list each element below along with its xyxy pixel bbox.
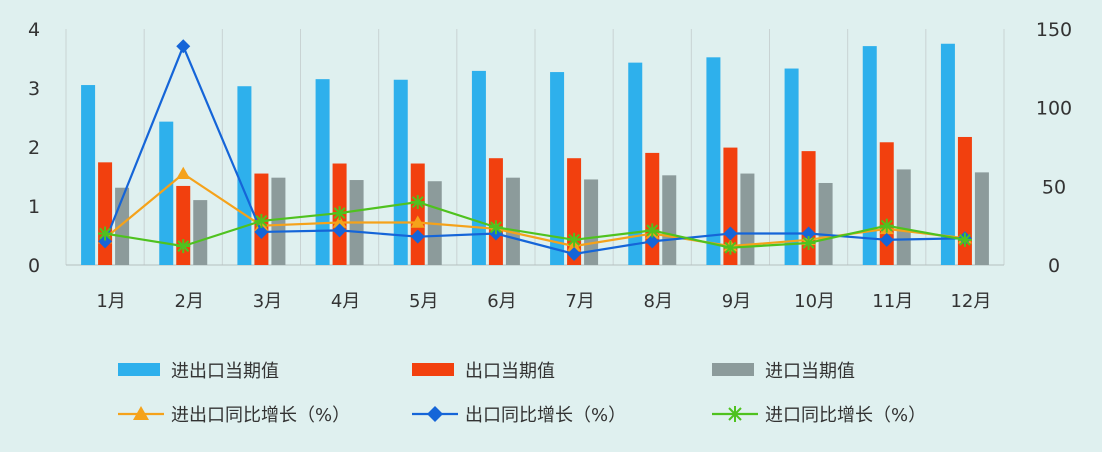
marker-star [567, 232, 582, 247]
y-left-tick-label: 2 [28, 137, 40, 159]
marker-diamond [254, 224, 269, 239]
y-left-tick-label: 3 [28, 78, 40, 100]
bar-3 [818, 182, 833, 265]
marker-star [254, 213, 269, 228]
x-tick-label: 8月 [644, 291, 673, 312]
bar-3 [505, 177, 520, 265]
bar-1 [550, 72, 565, 265]
bar-1 [237, 86, 252, 265]
x-tick-label: 12月 [950, 291, 991, 312]
marker-triangle [176, 166, 191, 179]
y-left-tick-label: 1 [28, 196, 40, 218]
bar-2 [98, 162, 113, 265]
bar-3 [271, 177, 286, 265]
marker-star [332, 206, 347, 221]
bar-1 [862, 46, 877, 265]
x-tick-label: 9月 [722, 291, 751, 312]
legend-swatch [118, 363, 160, 376]
marker-star [879, 218, 894, 233]
marker-star [176, 239, 191, 254]
bar-1 [706, 57, 721, 265]
bar-1 [315, 79, 330, 266]
x-tick-label: 1月 [96, 291, 125, 312]
marker-triangle [410, 215, 425, 228]
series-line-2 [104, 45, 965, 256]
y-left-tick-label: 4 [28, 19, 40, 41]
marker-star [410, 195, 425, 210]
series-line-1 [104, 172, 966, 248]
x-tick-label: 11月 [872, 291, 913, 312]
bar-3 [896, 169, 911, 265]
bar-2 [488, 158, 503, 265]
marker-star [801, 235, 816, 250]
marker-diamond [645, 234, 660, 249]
bar-3 [193, 200, 208, 265]
marker-star [98, 226, 113, 241]
legend-label: 出口同比增长（%） [465, 405, 626, 426]
marker-star [645, 223, 660, 238]
bar-1 [81, 85, 96, 265]
y-right-tick-label: 50 [1042, 176, 1066, 198]
series-line-3 [104, 200, 966, 249]
legend-label: 进口当期值 [765, 361, 855, 382]
bar-1 [784, 68, 799, 265]
x-tick-label: 4月 [331, 291, 360, 312]
marker-diamond [427, 406, 443, 422]
grid [65, 29, 1005, 266]
legend-label: 进出口当期值 [171, 361, 279, 382]
bar-2 [176, 185, 191, 265]
marker-diamond [332, 223, 347, 238]
y-left-tick-label: 0 [28, 255, 40, 277]
x-tick-label: 2月 [175, 291, 204, 312]
bar-1 [393, 79, 408, 266]
y-right-tick-label: 100 [1036, 98, 1072, 120]
bar-3 [740, 173, 755, 265]
legend-swatch [712, 363, 754, 376]
bar-1 [628, 62, 643, 265]
marker-diamond [567, 246, 582, 261]
axes: 0 1 2 3 4 0 50 100 150 1月 2月 3月 4月 5月 6月 7月 8月 9月 10月 11月 12… [28, 19, 1072, 312]
bar-1 [159, 121, 174, 265]
x-tick-label: 6月 [487, 291, 516, 312]
bar-3 [662, 175, 677, 265]
bar-2 [879, 142, 894, 265]
x-tick-label: 7月 [565, 291, 594, 312]
marker-diamond [176, 39, 191, 54]
x-tick-label: 5月 [409, 291, 438, 312]
marker-diamond [410, 229, 425, 244]
bar-3 [974, 172, 989, 265]
y-right-tick-label: 150 [1036, 19, 1072, 41]
marker-star [957, 232, 972, 247]
x-tick-label: 3月 [253, 291, 282, 312]
x-tick-label: 10月 [794, 291, 835, 312]
bar-2 [410, 163, 425, 265]
y-right-tick-label: 0 [1048, 255, 1060, 277]
marker-star [727, 406, 743, 422]
marker-diamond [801, 226, 816, 241]
marker-diamond [879, 232, 894, 247]
bar-2 [957, 136, 972, 265]
marker-triangle [332, 215, 347, 228]
marker-triangle [133, 406, 149, 420]
legend-swatch [412, 363, 454, 376]
legend-label: 进出口同比增长（%） [171, 405, 350, 426]
marker-diamond [723, 226, 738, 241]
legend-label: 出口当期值 [465, 361, 555, 382]
lines [98, 39, 972, 261]
bar-1 [940, 43, 955, 265]
marker-star [488, 220, 503, 235]
marker-star [723, 240, 738, 255]
legend-label: 进口同比增长（%） [765, 405, 926, 426]
bar-1 [471, 70, 486, 265]
